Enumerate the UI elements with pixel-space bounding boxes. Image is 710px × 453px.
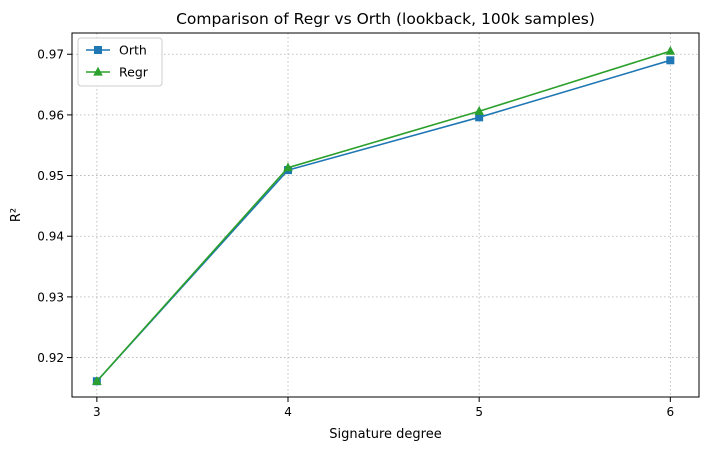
chart-title: Comparison of Regr vs Orth (lookback, 10… — [176, 10, 595, 28]
series-line-orth — [96, 59, 671, 382]
legend-item-orth: Orth — [86, 43, 147, 58]
y-tick-label: 0.93 — [37, 290, 64, 304]
legend-label-regr: Regr — [119, 65, 149, 80]
y-tick-label: 0.94 — [37, 230, 64, 244]
data-point-regr — [283, 162, 293, 172]
x-tick-label: 3 — [93, 405, 101, 419]
y-tick-label: 0.96 — [37, 108, 64, 122]
x-tick-label: 6 — [667, 405, 675, 419]
legend: Orth Regr — [77, 37, 163, 87]
legend-item-regr: Regr — [86, 65, 149, 80]
x-tick-label: 5 — [475, 405, 483, 419]
series-group — [92, 46, 676, 386]
legend-label-orth: Orth — [119, 43, 147, 58]
data-point-regr — [92, 376, 102, 385]
data-point-orth — [666, 56, 675, 65]
axis-ticks: 3 4 5 6 0.92 0.93 0.94 0.95 0.96 0.97 — [37, 48, 674, 419]
legend-marker-regr — [93, 66, 103, 76]
data-point-regr — [474, 106, 484, 115]
series-line-regr — [96, 50, 671, 382]
legend-marker-orth — [94, 46, 102, 54]
series-regr — [92, 46, 676, 385]
gridlines — [72, 33, 699, 397]
plot-area-frame — [71, 32, 700, 398]
data-point-regr — [665, 46, 676, 55]
series-orth — [92, 56, 675, 386]
x-axis-label: Signature degree — [329, 427, 441, 442]
y-tick-label: 0.92 — [37, 351, 64, 365]
data-point-orth — [475, 113, 484, 122]
y-tick-label: 0.97 — [37, 48, 64, 62]
y-tick-label: 0.95 — [37, 169, 64, 183]
x-tick-label: 4 — [284, 405, 292, 419]
y-axis-label: R² — [9, 208, 24, 222]
